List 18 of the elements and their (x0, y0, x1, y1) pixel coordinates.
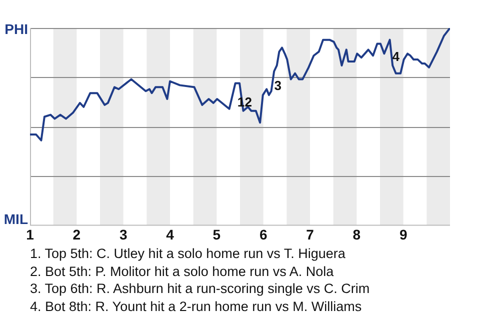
x-tick-label: 1 (26, 226, 34, 242)
x-tick-label: 4 (166, 226, 174, 242)
annotation: 4 (392, 49, 400, 64)
x-tick-label: 3 (119, 226, 128, 242)
text: PHI (4, 21, 28, 37)
annotation: 2 (244, 94, 252, 110)
x-tick-label: 8 (352, 226, 361, 242)
x-tick-label: 5 (212, 226, 221, 242)
annotation: 3 (274, 78, 282, 93)
text: MIL (2, 211, 28, 227)
text: 2. Bot 5th: P. Molitor hit a solo home run vs A. Nola (30, 262, 335, 280)
text: 4. Bot 8th: R. Yount hit a 2-run home run vs M. Williams (30, 298, 363, 315)
x-tick-label: 9 (399, 226, 408, 242)
text: 1. Top 5th: C. Utley hit a solo home run vs T. Higuera (30, 245, 346, 262)
x-tick-label: 7 (306, 226, 314, 242)
x-tick-label: 2 (72, 226, 81, 242)
text: 3. Top 6th: R. Ashburn hit a run-scoring single vs C. Crim (30, 280, 370, 298)
x-tick-label: 6 (259, 226, 268, 242)
